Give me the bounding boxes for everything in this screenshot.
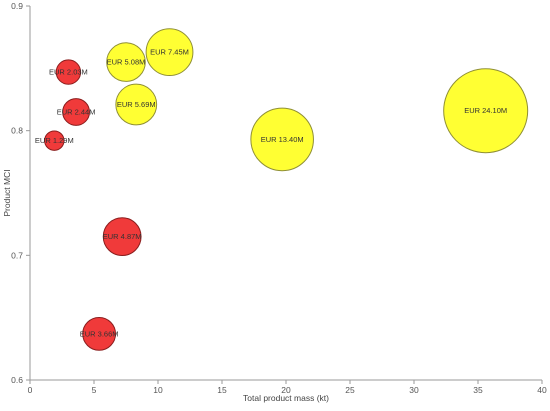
bubble-data-label: EUR 2.44M <box>57 107 96 116</box>
bubble-data-label: EUR 4.87M <box>103 232 142 241</box>
bubble-data-label: EUR 1.29M <box>35 136 74 145</box>
y-tick-label: 0.7 <box>11 250 23 260</box>
bubble-point <box>106 42 146 82</box>
y-tick-label: 0.6 <box>11 375 23 385</box>
bubble-point <box>82 316 117 351</box>
y-tick-label: 0.8 <box>11 126 23 136</box>
x-tick-label: 15 <box>217 385 227 395</box>
bubble-point <box>250 107 314 172</box>
x-axis-title: Total product mass (kt) <box>243 393 329 403</box>
x-tick-label: 25 <box>345 385 355 395</box>
bubble-point <box>62 98 90 126</box>
bubbles: EUR 24.10M EUR 13.40M EUR 7.45M EUR 5.69M EU… <box>35 28 529 351</box>
bubble-point <box>102 217 142 257</box>
x-tick-label: 40 <box>537 385 547 395</box>
bubble-point <box>443 68 529 154</box>
bubble-data-label: EUR 24.10M <box>464 106 507 115</box>
bubble-data-label: EUR 7.45M <box>150 48 189 57</box>
x-tick-label: 10 <box>153 385 163 395</box>
y-axis-title: Product MCI <box>2 169 12 216</box>
x-tick-label: 5 <box>92 385 97 395</box>
bubble-point <box>55 59 82 85</box>
bubble-point <box>115 83 158 126</box>
y-tick-label: 0.9 <box>11 1 23 11</box>
bubble-data-label: EUR 13.40M <box>261 135 304 144</box>
axes: 0 5 10 15 20 25 30 35 40 0.6 0.7 0.8 0.9 <box>11 1 547 395</box>
bubble-data-label: EUR 2.03M <box>49 68 88 77</box>
x-tick-label: 20 <box>281 385 291 395</box>
bubble-data-label: EUR 5.08M <box>107 58 146 67</box>
bubble-point <box>145 28 194 77</box>
x-tick-label: 0 <box>28 385 33 395</box>
x-tick-label: 35 <box>473 385 483 395</box>
bubble-point <box>44 130 65 151</box>
bubble-data-label: EUR 3.66M <box>80 329 119 338</box>
x-tick-label: 30 <box>409 385 419 395</box>
bubble-data-label: EUR 5.69M <box>117 100 156 109</box>
